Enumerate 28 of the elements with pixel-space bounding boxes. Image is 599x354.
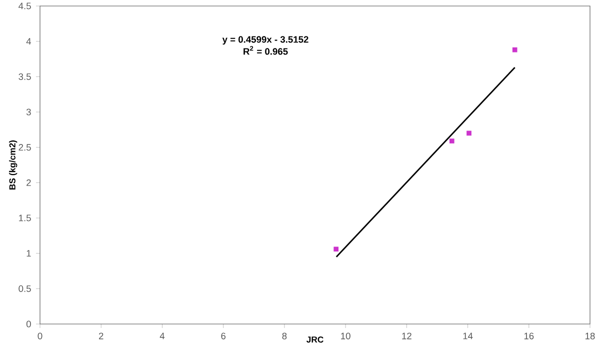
x-tick-label: 2 [98, 332, 104, 340]
y-tick-label: 4 [26, 38, 32, 45]
y-tick-label: 3.5 [18, 73, 31, 80]
y-tick-label: 4.5 [18, 2, 31, 10]
annotation: R$^{2}$ = 0.965 [244, 46, 288, 55]
x-tick-label: 10 [341, 332, 350, 340]
y-tick-label: 1.5 [19, 214, 31, 222]
x-tick-label: 6 [221, 332, 226, 340]
y-tick-label: 0 [26, 320, 31, 328]
x-tick-label: 16 [524, 332, 534, 340]
point [334, 246, 338, 252]
y-tick-label: 3 [26, 108, 31, 116]
annotation: y = 0.4599x - 3.5152 [222, 36, 308, 45]
y-axis-title: BS (kg/cm2) [9, 140, 18, 190]
point [466, 130, 472, 136]
point [512, 47, 518, 52]
x-tick-label: 8 [282, 332, 287, 340]
x-tick-label: 18 [586, 332, 595, 340]
x-axis-title: JRC [306, 336, 324, 343]
x-tick-label: 12 [402, 332, 412, 340]
point [449, 138, 454, 144]
x-tick-label: 4 [160, 332, 165, 340]
y-tick-label: 2.5 [18, 144, 31, 151]
y-tick-label: 0.5 [18, 285, 31, 292]
x-tick-label: 0 [38, 332, 42, 340]
x-tick-label: 14 [463, 332, 473, 340]
y-tick-label: 1 [26, 250, 31, 257]
y-tick-label: 2 [26, 179, 31, 186]
